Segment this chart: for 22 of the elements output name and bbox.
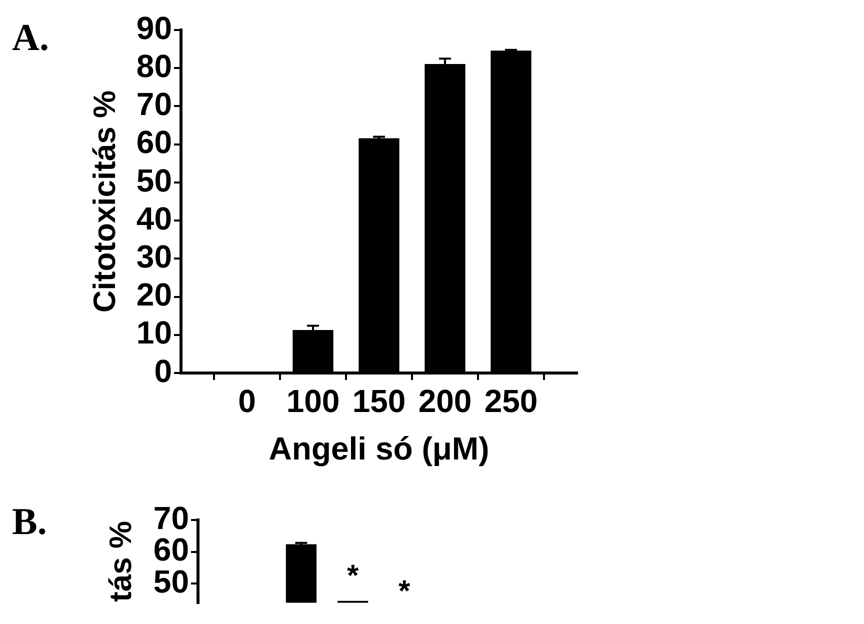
x-tick-label: 0 xyxy=(238,383,256,420)
y-tick-label: 30 xyxy=(136,238,172,274)
y-tick-label: 40 xyxy=(136,200,172,236)
x-tick-label: 100 xyxy=(286,383,340,420)
y-tick-label: 0 xyxy=(154,352,172,389)
y-tick-label: 20 xyxy=(136,276,172,313)
y-tick-label: 50 xyxy=(136,162,172,198)
y-axis-title: Citotoxicitás % xyxy=(87,90,122,313)
x-tick-label: 150 xyxy=(352,383,406,420)
y-tick-label: 60 xyxy=(136,124,172,160)
y-axis-title: tás % xyxy=(103,520,138,602)
y-tick-label: 10 xyxy=(136,314,172,351)
y-tick-label: 90 xyxy=(136,10,172,46)
x-tick-label: 250 xyxy=(484,383,538,420)
text: * xyxy=(398,575,411,608)
y-tick-label: 80 xyxy=(136,48,172,84)
x-tick-label: 200 xyxy=(418,383,472,420)
x-axis-title: Angeli só (μM) xyxy=(268,430,490,467)
chart-title: B. xyxy=(12,500,47,544)
chart-title: A. xyxy=(12,16,49,60)
annotation: * xyxy=(346,559,359,592)
y-tick-label: 70 xyxy=(136,86,172,122)
